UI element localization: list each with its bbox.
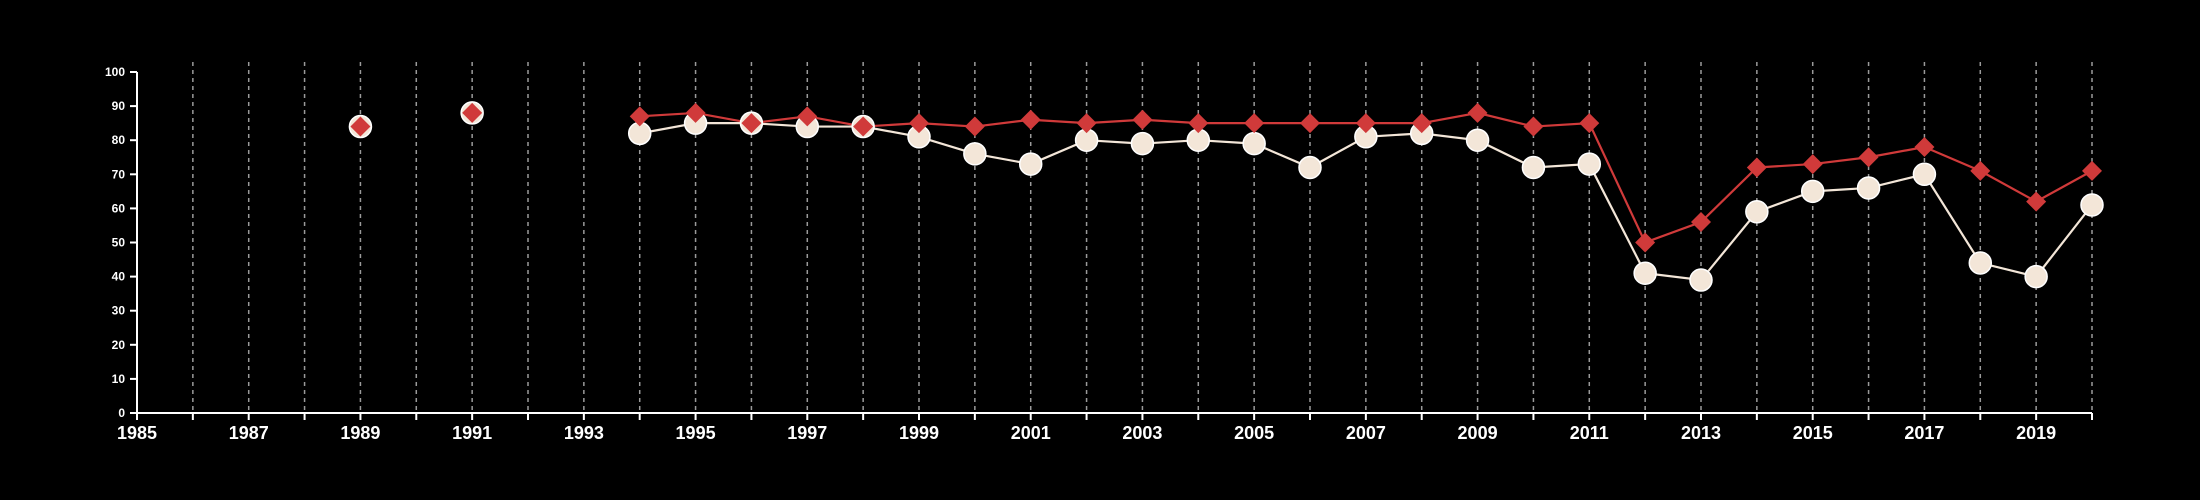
- data-point-circle-1: [1130, 131, 1155, 156]
- data-markers: [348, 101, 2104, 292]
- y-tick-label: 20: [112, 338, 126, 352]
- data-point-circle-1: [1800, 179, 1825, 204]
- data-point-circle-1: [1968, 251, 1993, 275]
- data-point-diamond-2: [741, 113, 762, 134]
- data-point-diamond-2: [1132, 109, 1153, 130]
- data-point-circle-1: [1856, 176, 1881, 200]
- data-point-diamond-2: [1914, 137, 1935, 158]
- data-point-diamond-2: [909, 113, 929, 134]
- y-tick-label: 80: [112, 133, 126, 147]
- data-point-circle-1: [1242, 131, 1266, 156]
- data-point-diamond-2: [1300, 113, 1320, 134]
- data-point-circle-1: [1577, 152, 1602, 176]
- data-point-diamond-2: [797, 106, 818, 127]
- data-point-diamond-2: [629, 106, 650, 127]
- data-point-circle-1: [1521, 155, 1546, 180]
- data-point-diamond-2: [853, 116, 874, 137]
- data-point-circle-1: [963, 142, 987, 166]
- data-point-circle-1: [2080, 193, 2104, 217]
- x-tick-label: 2017: [1904, 423, 1944, 443]
- x-tick-label: 1997: [787, 423, 827, 443]
- data-point-diamond-2: [2026, 191, 2047, 212]
- x-tick-label: 1989: [340, 423, 380, 443]
- data-point-circle-1: [1689, 268, 1713, 292]
- x-tick-label: 2019: [2016, 423, 2056, 443]
- x-tick-label: 1993: [564, 423, 604, 443]
- data-point-diamond-2: [1411, 113, 1432, 134]
- axes: 1985 1987 1989 1991 1993 1995 1997 1999 2001 2003…: [105, 65, 2093, 443]
- data-point-diamond-2: [1020, 109, 1041, 130]
- x-tick-label: 2007: [1346, 423, 1386, 443]
- data-point-diamond-2: [462, 102, 483, 123]
- y-tick-label: 50: [112, 236, 126, 250]
- data-point-diamond-2: [2082, 160, 2102, 181]
- data-point-diamond-2: [964, 116, 985, 137]
- data-point-diamond-2: [1523, 116, 1544, 137]
- data-point-diamond-2: [1244, 113, 1265, 134]
- data-point-diamond-2: [1076, 113, 1097, 134]
- y-tick-label: 100: [105, 65, 125, 79]
- y-tick-label: 40: [112, 270, 126, 284]
- data-point-diamond-2: [1579, 113, 1600, 134]
- x-tick-label: 2003: [1122, 423, 1162, 443]
- y-tick-label: 30: [112, 304, 126, 318]
- y-tick-label: 70: [112, 167, 126, 181]
- x-tick-label: 1995: [676, 423, 716, 443]
- x-tick-label: 1985: [117, 423, 157, 443]
- x-tick-label: 1999: [899, 423, 939, 443]
- x-tick-label: 2013: [1681, 423, 1721, 443]
- data-point-circle-1: [2024, 264, 2048, 289]
- x-tick-label: 1991: [452, 423, 492, 443]
- data-point-circle-1: [1018, 152, 1043, 176]
- data-point-diamond-2: [1691, 212, 1711, 233]
- x-tick-label: 2001: [1011, 423, 1051, 443]
- data-point-diamond-2: [350, 116, 371, 137]
- data-point-circle-1: [1745, 200, 1769, 224]
- data-point-circle-1: [1912, 162, 1937, 187]
- y-tick-label: 90: [112, 99, 126, 113]
- x-tick-label: 2015: [1793, 423, 1833, 443]
- data-point-diamond-2: [1746, 157, 1767, 178]
- data-point-circle-1: [1633, 261, 1657, 285]
- data-point-diamond-2: [1858, 147, 1879, 168]
- y-tick-label: 0: [118, 406, 125, 420]
- data-point-circle-1: [1465, 128, 1490, 152]
- data-point-diamond-2: [1467, 102, 1488, 123]
- y-tick-label: 10: [112, 372, 126, 386]
- x-tick-label: 2005: [1234, 423, 1274, 443]
- data-point-diamond-2: [1635, 232, 1656, 253]
- x-tick-label: 1987: [229, 423, 269, 443]
- y-tick-label: 60: [112, 201, 126, 215]
- x-tick-label: 2009: [1458, 423, 1498, 443]
- data-point-diamond-2: [1802, 154, 1823, 175]
- data-point-diamond-2: [1970, 160, 1991, 181]
- data-point-diamond-2: [685, 102, 706, 123]
- data-point-circle-1: [1298, 155, 1322, 180]
- data-point-diamond-2: [1355, 113, 1376, 134]
- x-tick-label: 2011: [1570, 423, 1609, 443]
- data-point-diamond-2: [1188, 113, 1209, 134]
